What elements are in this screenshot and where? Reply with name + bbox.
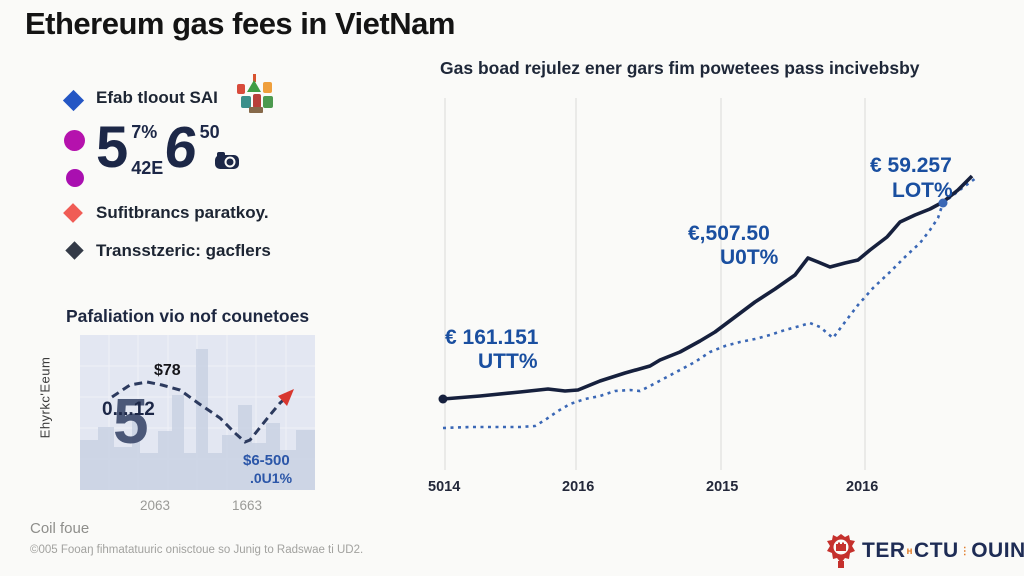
big-stat: 5 7% 42E 6 50 [96, 115, 240, 180]
purple-circle-bullet-icon [66, 169, 84, 187]
annotation-1-line1: € 161.151 [445, 326, 539, 349]
page-title: Ethereum gas fees in VietNam [25, 6, 455, 41]
dotted-line-end-marker [938, 198, 948, 208]
logo-part-2: CTU [914, 539, 959, 562]
mini-big-digit: 5 [113, 385, 149, 457]
stat-sub-1: 42E [131, 158, 164, 178]
stat-digit-2: 6 [161, 115, 202, 180]
stat-sup-1: 7% [131, 122, 158, 142]
blue-diamond-bullet-icon [62, 89, 85, 112]
logo-part-3: OUIN [971, 539, 1024, 562]
mini-value-label: $78 [154, 362, 181, 379]
annotation-3-line1: € 59.257 [870, 154, 952, 177]
stat-sup-2: 50 [199, 122, 220, 142]
red-diamond-bullet-icon [63, 203, 83, 223]
main-line-solid [442, 174, 974, 401]
mini-x-tick-2: 1663 [232, 498, 263, 513]
red-shield-castle-icon [827, 534, 855, 568]
city-skyline-silhouette [80, 349, 315, 490]
mini-arrow-head [278, 389, 294, 406]
mini-chart-title: Pafaliation vio nof counetoes [66, 306, 310, 326]
x-tick-2: 2016 [562, 479, 594, 495]
footer-copyright: ©005 Fooaŋ fihmatatuuric onisctoue so Ju… [30, 544, 364, 556]
logo-accent-1: н [906, 545, 914, 557]
footer-source-label: Coil foue [30, 520, 90, 537]
logo-part-1: TER [862, 539, 906, 562]
x-tick-4: 2016 [846, 479, 878, 495]
camera-blob-icon [214, 152, 240, 175]
main-line-dotted [442, 176, 977, 430]
mini-chart-y-axis-label: Ehyrkc'Eeum [37, 356, 53, 439]
mini-mid-label: 0....12 [102, 399, 155, 420]
mini-x-tick-1: 2063 [140, 498, 171, 513]
mini-low-label-1: $6-500 [243, 452, 290, 469]
bullet-label-1: Efab tloout SAI [96, 88, 218, 107]
main-chart: € 161.151 UTT% €,507.50 U0T% € 59.257 LO… [428, 98, 977, 495]
mini-low-label-2: .0U1% [250, 470, 293, 486]
main-chart-gridlines [444, 98, 866, 470]
dark-diamond-bullet-icon [65, 241, 84, 260]
bullet-label-5: Transstzeric: gacflers [96, 241, 271, 260]
bullet-label-4: Sufitbrancs paratkoy. [96, 203, 269, 222]
annotation-2-line2: U0T% [720, 246, 779, 269]
magenta-circle-bullet-icon [64, 130, 85, 151]
annotation-2-line1: €,507.50 [688, 222, 770, 245]
brand-logo: TERнCTU⋮OUIN [826, 533, 1024, 569]
x-tick-3: 2015 [706, 479, 738, 495]
stat-digit-1: 5 [96, 115, 129, 180]
main-chart-title: Gas boad rejulez ener gars fim powetees … [440, 58, 920, 78]
annotation-1-line2: UTT% [478, 350, 538, 373]
annotation-3-line2: LOT% [892, 179, 953, 202]
x-tick-1: 5014 [428, 479, 460, 495]
solid-line-start-marker [438, 394, 448, 404]
brand-logo-text: TERнCTU⋮OUIN [862, 539, 1024, 563]
mini-chart: 5 $78 0....12 $6-500 .0U1% [80, 335, 315, 490]
festival-cluster-icon [237, 74, 277, 116]
main-chart-x-axis: 5014 2016 2015 2016 [428, 479, 878, 495]
mini-dashed-line [111, 380, 289, 444]
logo-accent-2: ⋮ [959, 545, 971, 557]
